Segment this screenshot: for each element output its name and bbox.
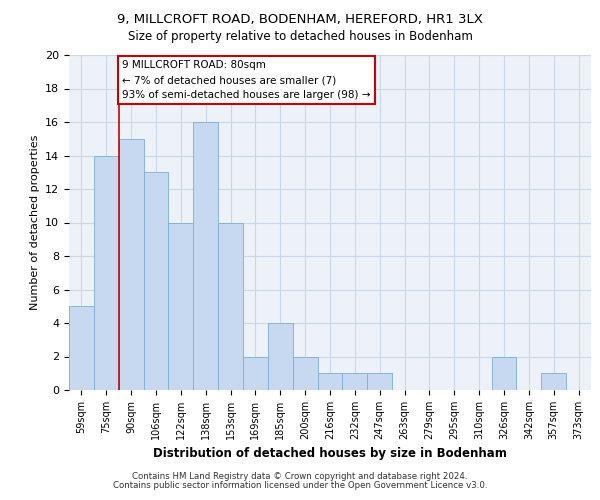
Text: Contains public sector information licensed under the Open Government Licence v3: Contains public sector information licen…	[113, 481, 487, 490]
X-axis label: Distribution of detached houses by size in Bodenham: Distribution of detached houses by size …	[153, 448, 507, 460]
Text: 9, MILLCROFT ROAD, BODENHAM, HEREFORD, HR1 3LX: 9, MILLCROFT ROAD, BODENHAM, HEREFORD, H…	[117, 12, 483, 26]
Y-axis label: Number of detached properties: Number of detached properties	[29, 135, 40, 310]
Bar	[541, 373, 566, 390]
Bar	[367, 373, 392, 390]
Bar	[293, 356, 317, 390]
Bar	[243, 356, 268, 390]
Text: 9 MILLCROFT ROAD: 80sqm
← 7% of detached houses are smaller (7)
93% of semi-deta: 9 MILLCROFT ROAD: 80sqm ← 7% of detached…	[122, 60, 371, 100]
Bar	[69, 306, 94, 390]
Bar	[143, 172, 169, 390]
Bar	[317, 373, 343, 390]
Bar	[343, 373, 367, 390]
Text: Contains HM Land Registry data © Crown copyright and database right 2024.: Contains HM Land Registry data © Crown c…	[132, 472, 468, 481]
Bar	[491, 356, 517, 390]
Bar	[218, 222, 243, 390]
Bar	[169, 222, 193, 390]
Bar	[94, 156, 119, 390]
Bar	[193, 122, 218, 390]
Bar	[268, 323, 293, 390]
Bar	[119, 138, 143, 390]
Text: Size of property relative to detached houses in Bodenham: Size of property relative to detached ho…	[128, 30, 472, 43]
